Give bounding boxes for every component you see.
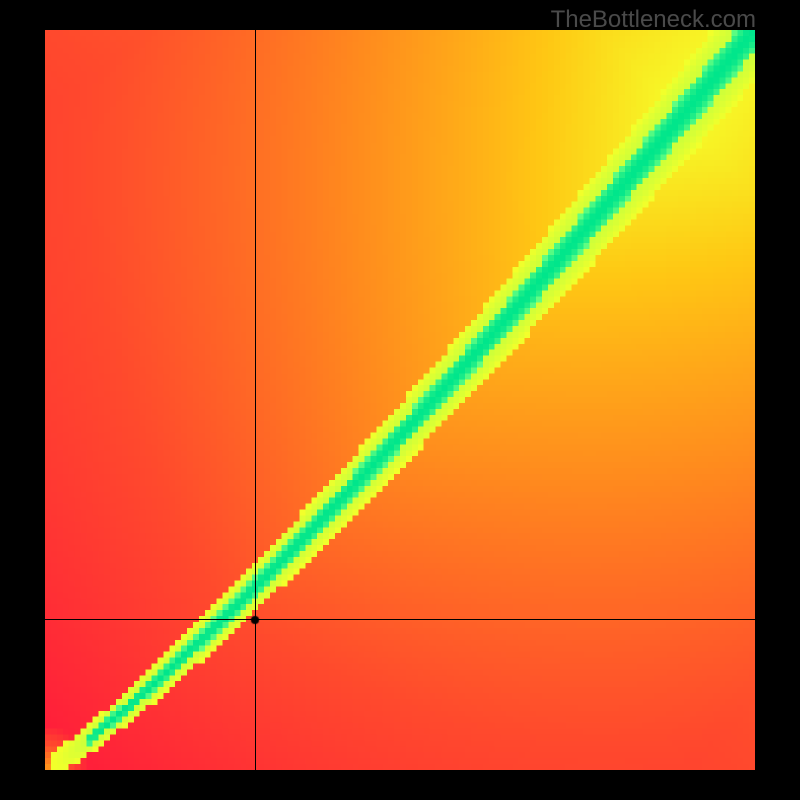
bottleneck-heatmap (45, 30, 755, 770)
crosshair-dot (250, 615, 260, 625)
crosshair-horizontal (45, 619, 755, 620)
chart-container: TheBottleneck.com (0, 0, 800, 800)
crosshair-vertical (255, 30, 256, 770)
watermark-text: TheBottleneck.com (551, 6, 756, 34)
